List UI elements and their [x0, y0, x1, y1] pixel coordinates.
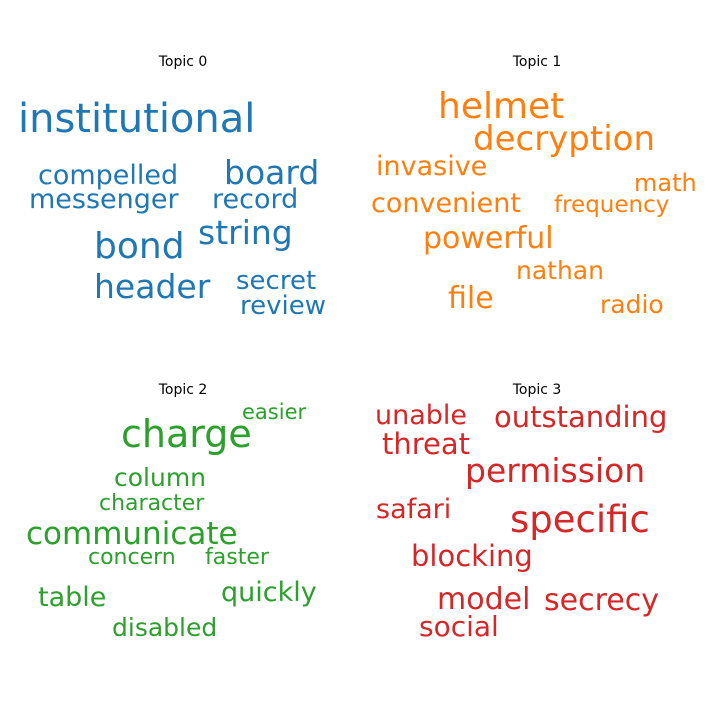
word-model: model — [437, 582, 530, 617]
word-string: string — [198, 213, 293, 252]
word-invasive: invasive — [376, 151, 487, 182]
word-review: review — [240, 291, 326, 321]
word-secrecy: secrecy — [544, 583, 659, 618]
word-concern: concern — [88, 545, 176, 570]
word-threat: threat — [382, 427, 470, 461]
word-charge: charge — [121, 412, 252, 456]
word-convenient: convenient — [371, 188, 521, 219]
word-communicate: communicate — [26, 516, 238, 552]
word-easier: easier — [242, 400, 306, 424]
word-column: column — [114, 463, 206, 492]
word-unable: unable — [375, 400, 467, 431]
word-compelled: compelled — [38, 160, 178, 191]
word-frequency: frequency — [554, 192, 669, 218]
word-outstanding: outstanding — [494, 400, 667, 434]
word-messenger: messenger — [29, 184, 180, 215]
word-blocking: blocking — [411, 539, 533, 573]
word-specific: specific — [510, 498, 650, 541]
word-disabled: disabled — [112, 613, 217, 642]
word-character: character — [99, 491, 205, 516]
word-quickly: quickly — [221, 577, 317, 608]
word-file: file — [448, 281, 494, 316]
word-safari: safari — [376, 494, 451, 525]
word-social: social — [419, 610, 499, 643]
word-header: header — [94, 267, 211, 306]
word-permission: permission — [465, 451, 645, 490]
word-table: table — [38, 582, 106, 613]
word-faster: faster — [205, 545, 270, 570]
word-nathan: nathan — [516, 256, 604, 285]
panel-title-topic-2: Topic 2 — [158, 382, 208, 398]
word-record: record — [212, 184, 298, 215]
panel-title-topic-3: Topic 3 — [512, 382, 562, 398]
panel-title-topic-0: Topic 0 — [158, 54, 208, 70]
word-institutional: institutional — [18, 96, 255, 142]
word-bond: bond — [94, 226, 185, 267]
word-secret: secret — [236, 266, 316, 296]
word-math: math — [634, 169, 697, 197]
word-radio: radio — [600, 290, 664, 319]
panel-title-topic-1: Topic 1 — [512, 54, 562, 70]
word-helmet: helmet — [438, 86, 564, 127]
word-powerful: powerful — [423, 221, 554, 256]
word-board: board — [224, 153, 319, 192]
word-decryption: decryption — [473, 119, 655, 159]
